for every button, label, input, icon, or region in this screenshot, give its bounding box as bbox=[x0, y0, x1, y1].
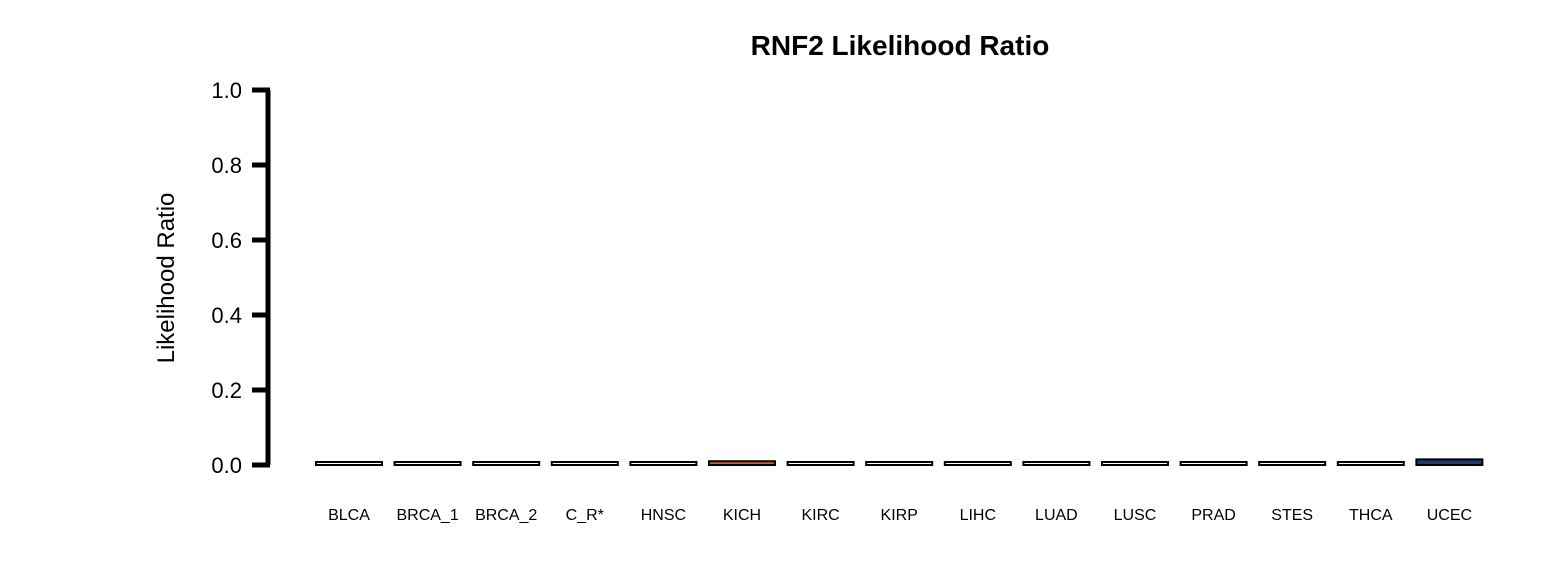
bar-stes bbox=[1258, 461, 1327, 466]
bar-blca bbox=[315, 461, 383, 466]
y-tick-label: 1.0 bbox=[211, 78, 242, 103]
x-tick-label: KIRC bbox=[801, 507, 839, 524]
x-tick-label: LUSC bbox=[1114, 507, 1157, 524]
bar-luad bbox=[1022, 461, 1091, 466]
x-tick-label: UCEC bbox=[1427, 507, 1472, 524]
y-axis-label: Likelihood Ratio bbox=[153, 193, 180, 364]
y-tick-label: 0.8 bbox=[211, 153, 242, 178]
x-tick-label: KIRP bbox=[881, 507, 918, 524]
x-tick-labels: BLCA BRCA_1 BRCA_2 C_R* HNSC KICH KIRC KIRP LIHC… bbox=[328, 507, 1472, 524]
x-tick-label: LIHC bbox=[960, 507, 996, 524]
x-tick-label: HNSC bbox=[641, 507, 686, 524]
bar-kich bbox=[708, 460, 776, 466]
x-tick-label: PRAD bbox=[1191, 507, 1235, 524]
x-tick-label: KICH bbox=[723, 507, 761, 524]
bar-thca bbox=[1336, 461, 1405, 466]
bar-hnsc bbox=[629, 461, 698, 466]
x-tick-label: LUAD bbox=[1035, 507, 1078, 524]
chart-title: RNF2 Likelihood Ratio bbox=[751, 30, 1050, 61]
x-tick-label: STES bbox=[1271, 507, 1313, 524]
x-tick-label: BRCA_1 bbox=[396, 507, 458, 524]
x-tick-label: BRCA_2 bbox=[475, 507, 537, 524]
bar-lusc bbox=[1101, 461, 1169, 466]
x-tick-label: C_R* bbox=[566, 507, 604, 524]
bar-prad bbox=[1179, 461, 1248, 466]
bar-ucec bbox=[1415, 458, 1484, 466]
bar-brca-1 bbox=[393, 461, 462, 466]
x-tick-label: THCA bbox=[1349, 507, 1393, 524]
bars-group bbox=[315, 458, 1484, 466]
bar-kirp bbox=[865, 461, 934, 466]
y-tick-label: 0.2 bbox=[211, 378, 242, 403]
y-tick-label: 0.0 bbox=[211, 453, 242, 478]
y-tick-label: 0.6 bbox=[211, 228, 242, 253]
y-tick-label: 0.4 bbox=[211, 303, 242, 328]
bar-lihc bbox=[943, 461, 1012, 466]
bar-c-r bbox=[550, 461, 619, 466]
bar-kirc bbox=[786, 461, 855, 466]
x-tick-label: BLCA bbox=[328, 507, 370, 524]
bar-brca-2 bbox=[472, 461, 541, 466]
y-axis: 0.0 0.2 0.4 0.6 0.8 1.0 bbox=[211, 78, 271, 478]
